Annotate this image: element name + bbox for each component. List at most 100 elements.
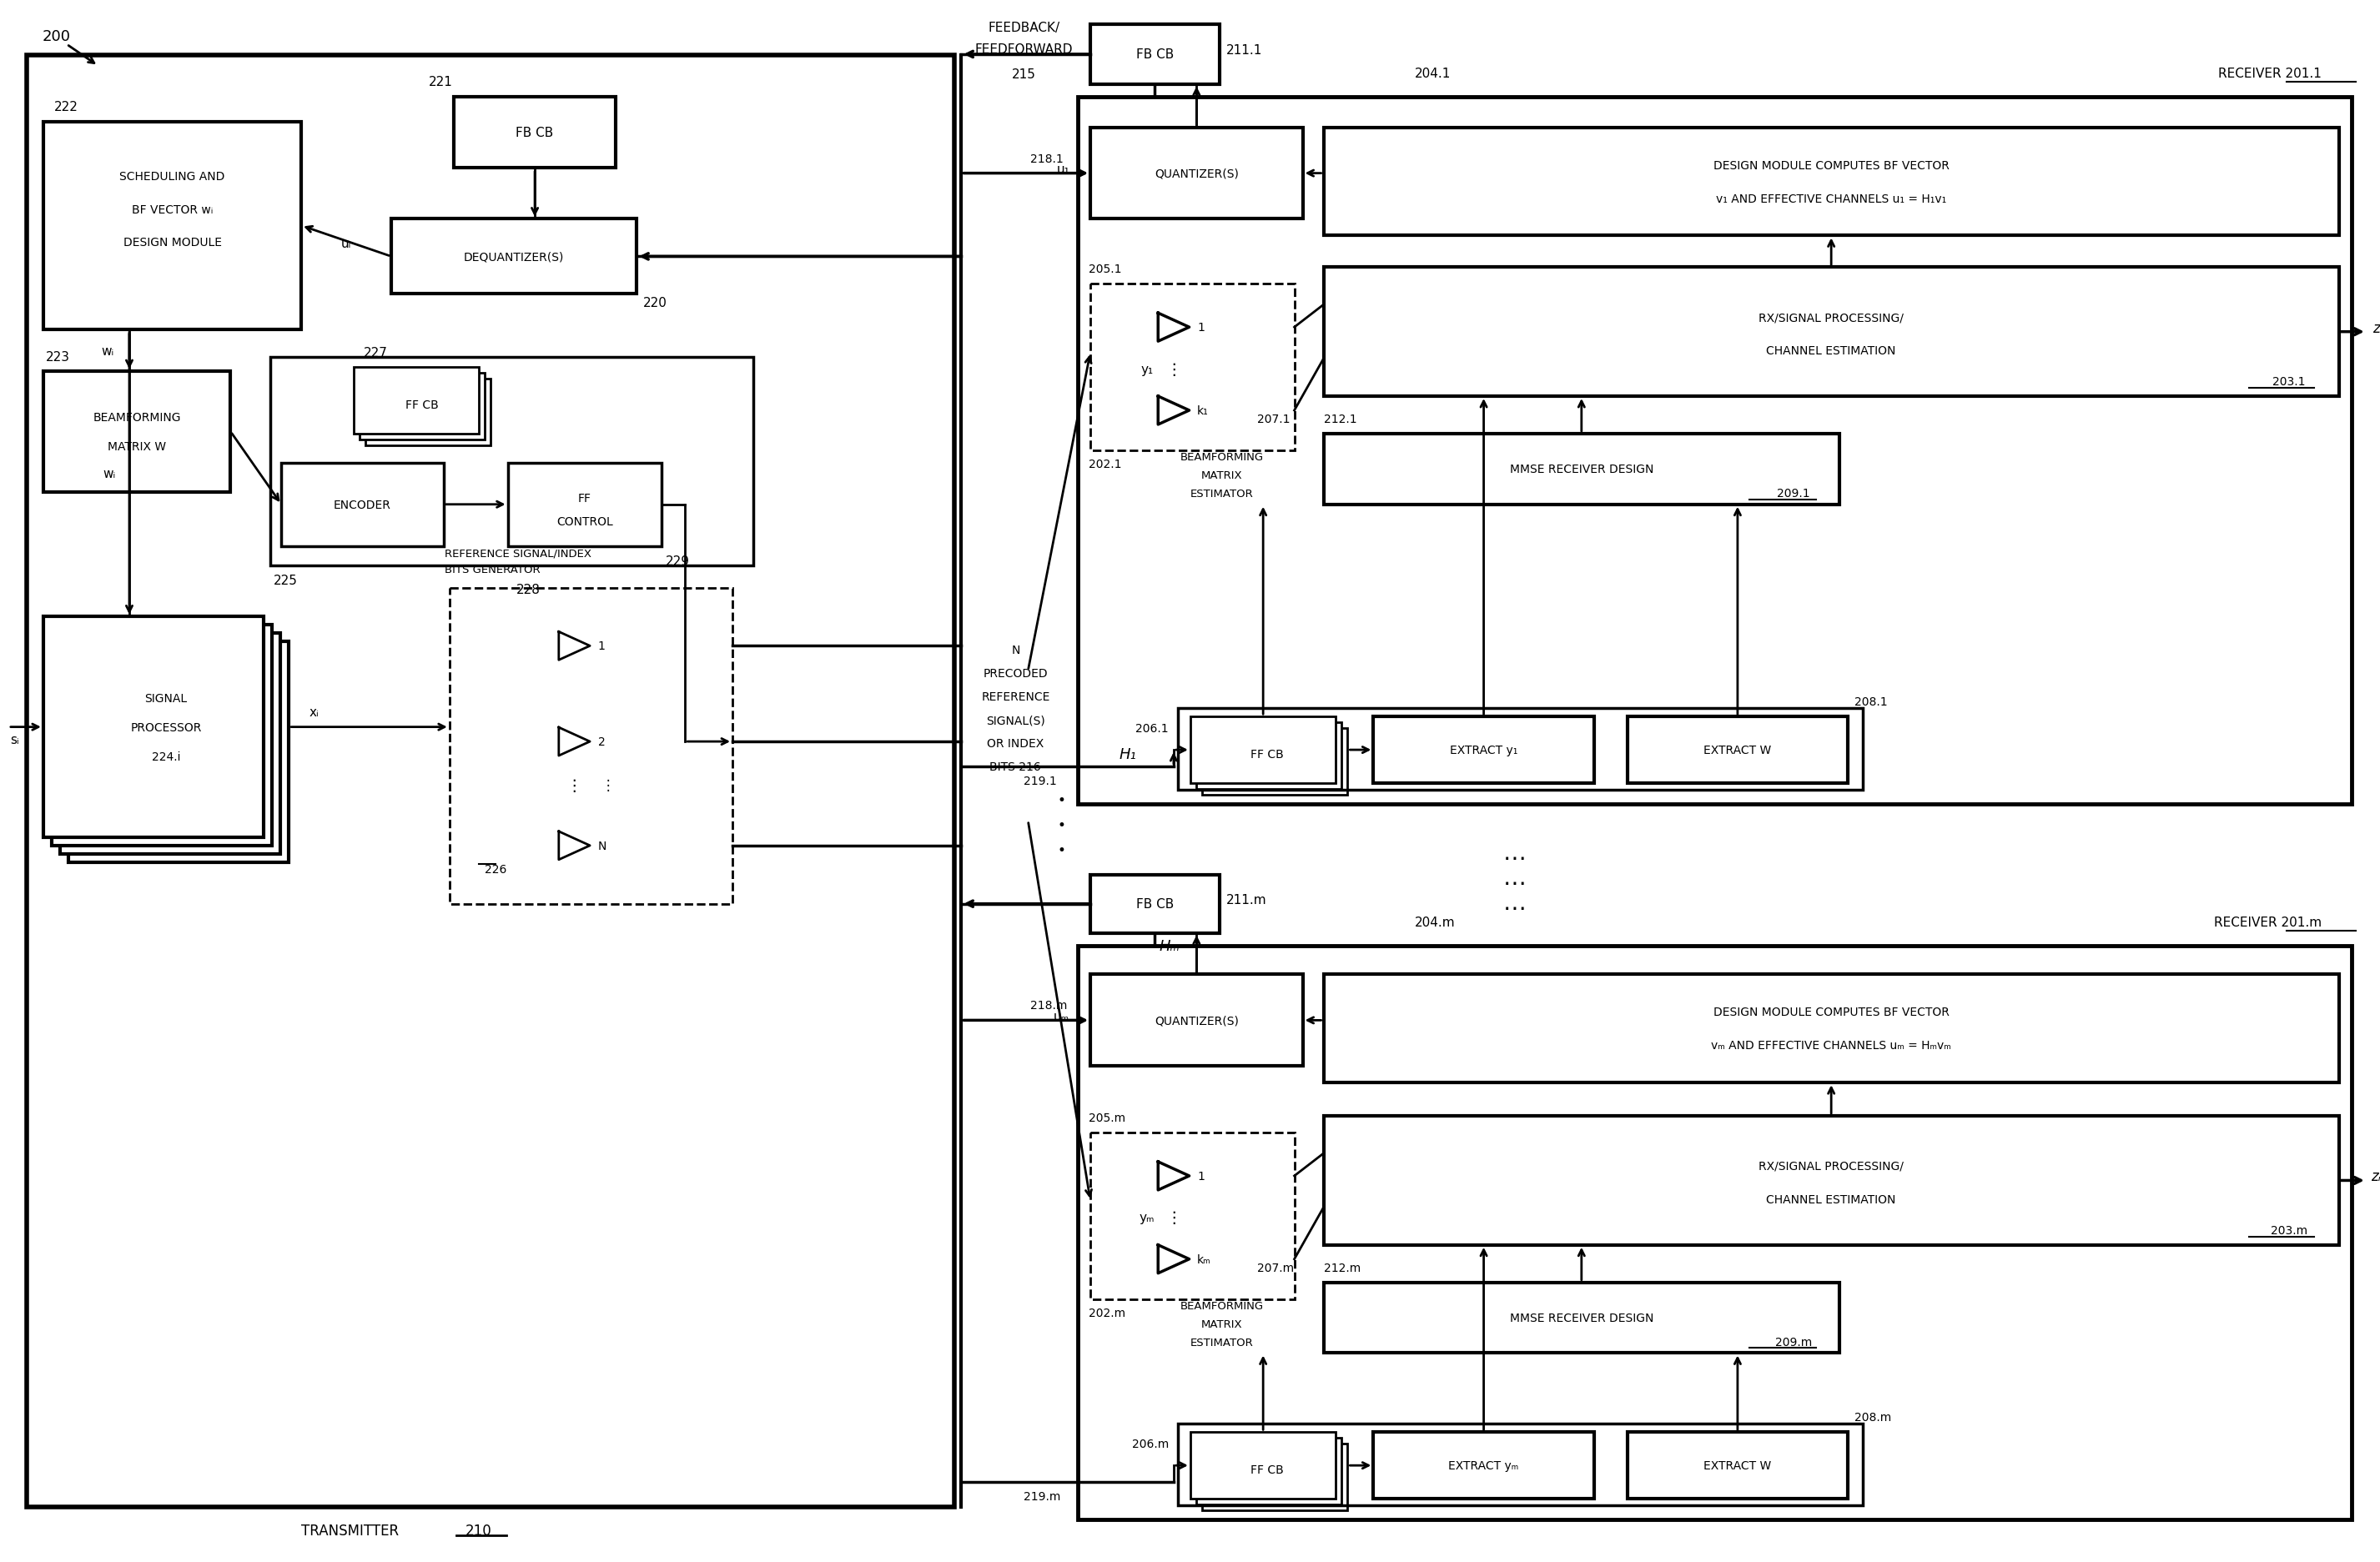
Text: ⋮: ⋮ bbox=[602, 778, 614, 793]
Text: u₁: u₁ bbox=[1057, 164, 1069, 177]
Text: TRANSMITTER: TRANSMITTER bbox=[300, 1523, 397, 1539]
Text: xᵢ: xᵢ bbox=[309, 706, 319, 719]
Bar bbox=[1090, 128, 1302, 220]
Text: 222: 222 bbox=[55, 102, 79, 114]
Text: DESIGN MODULE COMPUTES BF VECTOR: DESIGN MODULE COMPUTES BF VECTOR bbox=[1714, 1006, 1949, 1018]
Bar bbox=[281, 464, 443, 547]
Text: BF VECTOR wᵢ: BF VECTOR wᵢ bbox=[131, 203, 212, 216]
Bar bbox=[43, 372, 231, 492]
Text: •: • bbox=[1057, 792, 1066, 808]
Text: MMSE RECEIVER DESIGN: MMSE RECEIVER DESIGN bbox=[1509, 1312, 1654, 1323]
Polygon shape bbox=[1159, 314, 1190, 342]
Text: 207.1: 207.1 bbox=[1257, 414, 1290, 425]
Bar bbox=[1323, 975, 2340, 1082]
Text: H₁: H₁ bbox=[1119, 747, 1138, 762]
Polygon shape bbox=[559, 633, 590, 661]
Text: uₘ: uₘ bbox=[1054, 1011, 1069, 1023]
Text: 228: 228 bbox=[516, 584, 540, 597]
Bar bbox=[455, 97, 616, 169]
Text: 209.1: 209.1 bbox=[1778, 487, 1811, 500]
Text: •: • bbox=[1057, 817, 1066, 833]
Text: ⋮: ⋮ bbox=[1166, 1209, 1183, 1226]
Text: kₘ: kₘ bbox=[1197, 1253, 1211, 1265]
Text: sᵢ: sᵢ bbox=[10, 734, 19, 747]
Text: Hₘ: Hₘ bbox=[1159, 939, 1180, 953]
Text: zₘ: zₘ bbox=[2370, 1168, 2380, 1184]
Text: DEQUANTIZER(S): DEQUANTIZER(S) bbox=[464, 251, 564, 262]
Text: 227: 227 bbox=[364, 347, 388, 359]
Polygon shape bbox=[559, 831, 590, 861]
Text: 203.m: 203.m bbox=[2271, 1225, 2309, 1236]
Text: BEAMFORMING: BEAMFORMING bbox=[93, 412, 181, 423]
Text: FF CB: FF CB bbox=[1252, 748, 1283, 761]
Bar bbox=[271, 358, 754, 565]
Bar bbox=[355, 367, 478, 434]
Text: ⋯: ⋯ bbox=[1504, 847, 1526, 870]
Bar bbox=[69, 642, 288, 862]
Bar bbox=[1323, 267, 2340, 397]
Text: vₘ AND EFFECTIVE CHANNELS uₘ = Hₘvₘ: vₘ AND EFFECTIVE CHANNELS uₘ = Hₘvₘ bbox=[1711, 1040, 1952, 1051]
Text: 2: 2 bbox=[597, 736, 605, 748]
Text: 212.m: 212.m bbox=[1323, 1262, 1361, 1273]
Bar bbox=[1202, 728, 1347, 795]
Text: ⋮: ⋮ bbox=[1166, 361, 1183, 378]
Text: MATRIX: MATRIX bbox=[1202, 1318, 1242, 1329]
Text: EXTRACT yₘ: EXTRACT yₘ bbox=[1449, 1459, 1518, 1471]
Polygon shape bbox=[1159, 397, 1190, 425]
Text: 219.1: 219.1 bbox=[1023, 775, 1057, 787]
Text: 221: 221 bbox=[428, 77, 452, 89]
Text: EXTRACT W: EXTRACT W bbox=[1704, 1459, 1771, 1471]
Bar bbox=[1373, 717, 1595, 784]
Bar bbox=[1197, 1439, 1342, 1504]
Text: 218.1: 218.1 bbox=[1031, 153, 1064, 164]
Text: PRECODED: PRECODED bbox=[983, 669, 1047, 679]
Bar bbox=[1090, 975, 1302, 1067]
Bar bbox=[1628, 717, 1847, 784]
Text: 223: 223 bbox=[45, 350, 69, 362]
Text: 212.1: 212.1 bbox=[1323, 414, 1357, 425]
Text: FF CB: FF CB bbox=[405, 400, 438, 411]
Text: ⋮: ⋮ bbox=[566, 778, 583, 793]
Text: 215: 215 bbox=[1011, 69, 1035, 81]
Bar bbox=[1628, 1432, 1847, 1498]
Text: 211.1: 211.1 bbox=[1226, 45, 1261, 58]
Text: BEAMFORMING: BEAMFORMING bbox=[1180, 1301, 1264, 1311]
Text: ⋯: ⋯ bbox=[1504, 872, 1526, 895]
Text: FB CB: FB CB bbox=[1135, 898, 1173, 911]
Text: QUANTIZER(S): QUANTIZER(S) bbox=[1154, 169, 1238, 180]
Text: 225: 225 bbox=[274, 575, 298, 587]
Polygon shape bbox=[559, 728, 590, 756]
Bar bbox=[1323, 128, 2340, 236]
Text: N: N bbox=[597, 840, 607, 851]
Text: 202.m: 202.m bbox=[1088, 1306, 1126, 1318]
Text: 203.1: 203.1 bbox=[2273, 376, 2306, 387]
Bar bbox=[1090, 25, 1219, 84]
Text: REFERENCE SIGNAL/INDEX: REFERENCE SIGNAL/INDEX bbox=[445, 548, 590, 559]
Text: 208.m: 208.m bbox=[1854, 1412, 1892, 1423]
Text: RECEIVER 201.1: RECEIVER 201.1 bbox=[2218, 67, 2320, 80]
Bar bbox=[390, 220, 638, 295]
Bar bbox=[52, 625, 271, 847]
Text: FB CB: FB CB bbox=[516, 127, 555, 139]
Text: FF CB: FF CB bbox=[1252, 1464, 1283, 1476]
Text: EXTRACT W: EXTRACT W bbox=[1704, 745, 1771, 756]
Text: RECEIVER 201.m: RECEIVER 201.m bbox=[2213, 917, 2323, 929]
Text: MMSE RECEIVER DESIGN: MMSE RECEIVER DESIGN bbox=[1509, 464, 1654, 475]
Text: BITS 216: BITS 216 bbox=[990, 761, 1042, 773]
Text: 204.m: 204.m bbox=[1416, 917, 1457, 929]
Polygon shape bbox=[1159, 1162, 1190, 1190]
Text: 205.m: 205.m bbox=[1088, 1112, 1126, 1123]
Bar bbox=[43, 122, 302, 330]
Text: 224.i: 224.i bbox=[152, 751, 181, 762]
Bar bbox=[1190, 1432, 1335, 1498]
Text: 206.m: 206.m bbox=[1133, 1439, 1169, 1450]
Bar bbox=[359, 373, 486, 440]
Bar bbox=[450, 587, 733, 904]
Text: CHANNEL ESTIMATION: CHANNEL ESTIMATION bbox=[1766, 345, 1897, 356]
Text: 1: 1 bbox=[597, 640, 605, 651]
Text: RX/SIGNAL PROCESSING/: RX/SIGNAL PROCESSING/ bbox=[1759, 312, 1904, 323]
Bar bbox=[1323, 434, 1840, 505]
Text: 229: 229 bbox=[666, 555, 690, 567]
Text: wᵢ: wᵢ bbox=[102, 345, 114, 358]
Text: 205.1: 205.1 bbox=[1088, 264, 1121, 275]
